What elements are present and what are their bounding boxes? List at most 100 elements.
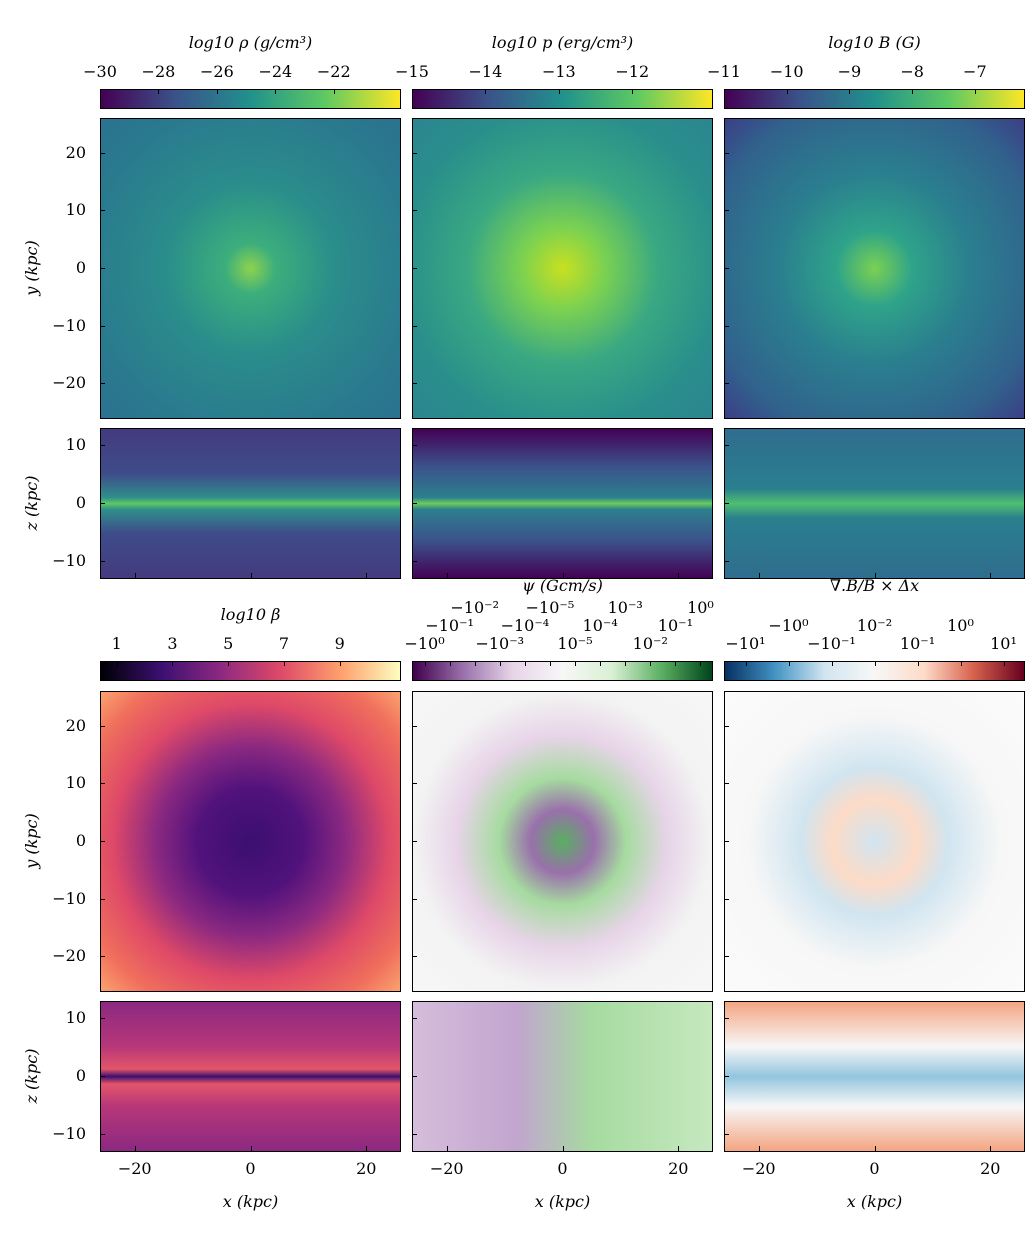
colorbar-title: ∇.B/B × Δx [829, 576, 920, 595]
x-tick [366, 573, 368, 578]
y-tick-label: −20 [52, 373, 86, 393]
colorbar-tick [788, 661, 790, 666]
y-tick-label: 0 [75, 258, 86, 277]
y-tick [100, 210, 105, 212]
y-tick [412, 383, 417, 385]
colorbar-tick-label: 10⁻⁴ [582, 616, 618, 635]
colorbar-tick [786, 89, 788, 94]
colorbar-tick-label: −10⁻⁴ [500, 616, 550, 635]
x-tick-label: 20 [980, 1159, 1001, 1178]
colorbar-title: log10 B (G) [828, 33, 921, 52]
colorbar-tick-label: 3 [167, 634, 178, 653]
x-tick-label: −20 [117, 1159, 152, 1178]
z-tick-label: 10 [65, 435, 86, 455]
xy-map-divb [724, 691, 1025, 992]
y-tick-label: 20 [65, 715, 86, 735]
x-tick [134, 1146, 136, 1151]
colorbar-tick-label: −30 [83, 62, 117, 81]
colorbar-tick [275, 89, 277, 94]
y-tick [100, 725, 105, 727]
colorbar-tick [831, 661, 833, 666]
colorbar-title: log10 p (erg/cm³) [491, 33, 634, 52]
colorbar-tick-label: −9 [837, 62, 862, 81]
y-tick [724, 325, 729, 327]
x-tick [446, 573, 448, 578]
colorbar-tick-label: 10⁻² [632, 634, 668, 653]
y-tick [724, 841, 729, 842]
colorbar-tick [917, 661, 919, 666]
y-tick-label: 10 [65, 200, 86, 220]
colorbar-tick-label: −10⁻⁵ [525, 598, 575, 617]
colorbar-tick-label: −22 [316, 62, 351, 81]
z-tick [100, 1076, 105, 1077]
colorbar-tick [558, 89, 560, 94]
colorbar-tick-label: −10 [769, 62, 804, 81]
y-tick [412, 725, 417, 727]
colorbar-tick [474, 661, 476, 666]
colorbar-tick-label: 7 [278, 634, 290, 653]
colorbar-tick [650, 661, 652, 666]
colorbar-tick-label: 10⁰ [687, 598, 714, 617]
z-tick [100, 503, 105, 504]
colorbar-tick [333, 89, 335, 94]
xz-map-pressure [412, 428, 713, 579]
y-tick-label: −10 [52, 888, 86, 908]
colorbar-tick-label: −11 [707, 62, 741, 81]
y-axis-label: y (kpc) [22, 240, 41, 296]
colorbar-tick [724, 89, 725, 94]
colorbar-tick [849, 89, 851, 94]
colorbar-tick-label: −10⁰ [404, 634, 445, 653]
x-tick [562, 1146, 564, 1151]
colorbar-tick [960, 661, 962, 666]
colorbar-tick-label: −10⁻³ [475, 634, 525, 653]
z-tick [724, 503, 729, 504]
y-tick-label: −10 [52, 315, 86, 335]
colorbar-tick-label: −26 [200, 62, 234, 81]
x-tick [990, 573, 992, 578]
colorbar-tick-label: −12 [615, 62, 650, 81]
x-tick [134, 573, 136, 578]
colorbar-tick [339, 661, 341, 666]
y-tick [412, 898, 417, 900]
colorbar-density [100, 89, 401, 109]
x-axis-label: x (kpc) [222, 1192, 279, 1211]
xy-map-pressure [412, 118, 713, 419]
x-tick [758, 1146, 760, 1151]
x-tick [990, 1146, 992, 1151]
colorbar-tick [575, 661, 577, 666]
y-tick [100, 152, 105, 154]
z-tick [412, 503, 417, 504]
y-tick [100, 898, 105, 900]
colorbar-tick-label: −10⁻² [450, 598, 500, 617]
colorbar-tick-label: 10⁻² [856, 616, 893, 635]
colorbar-beta [100, 661, 401, 681]
x-tick [874, 573, 876, 578]
colorbar-tick [912, 89, 914, 94]
colorbar-tick [499, 661, 501, 666]
y-tick [724, 725, 729, 727]
z-axis-label: z (kpc) [22, 1048, 41, 1104]
colorbar-tick [100, 89, 101, 94]
colorbar-tick-label: −10⁰ [768, 616, 809, 635]
colorbar-tick [412, 89, 413, 94]
colorbar-tick-label: −8 [900, 62, 924, 81]
x-tick [366, 1146, 368, 1151]
y-tick [724, 783, 729, 785]
y-tick [724, 268, 729, 269]
x-tick [758, 573, 760, 578]
x-tick [562, 573, 564, 578]
y-tick-label: 10 [65, 773, 86, 793]
y-tick [100, 268, 105, 269]
y-tick [724, 898, 729, 900]
z-axis-label: z (kpc) [22, 475, 41, 531]
colorbar-tick [632, 89, 634, 94]
colorbar-tick [228, 661, 230, 666]
colorbar-tick [524, 661, 526, 666]
x-tick-label: 20 [668, 1159, 689, 1178]
z-tick [412, 1076, 417, 1077]
colorbar-tick [625, 661, 627, 666]
colorbar-tick [974, 89, 976, 94]
z-tick-label: 0 [75, 1066, 86, 1085]
xy-map-beta [100, 691, 401, 992]
colorbar-tick-label: 10⁻¹ [657, 616, 693, 635]
